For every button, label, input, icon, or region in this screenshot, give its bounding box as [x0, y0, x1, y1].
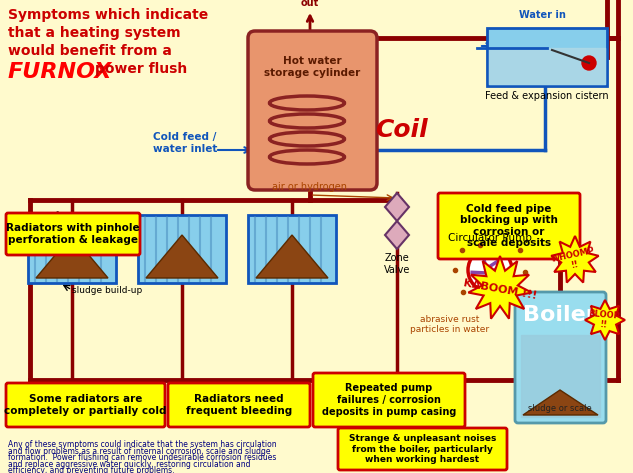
Polygon shape — [585, 300, 625, 340]
Text: Cold feed /
water inlet: Cold feed / water inlet — [153, 132, 217, 154]
Text: KABOOM !!!: KABOOM !!! — [463, 279, 537, 301]
Text: formation.  Power flushing can remove undesirable corrosion residues: formation. Power flushing can remove und… — [8, 453, 277, 462]
Text: WHOOMP
!!: WHOOMP !! — [550, 246, 598, 274]
FancyBboxPatch shape — [6, 213, 140, 255]
Polygon shape — [385, 193, 409, 221]
Bar — [138, 215, 226, 283]
Text: Boiler: Boiler — [523, 305, 597, 325]
Text: Water in: Water in — [518, 10, 565, 20]
Circle shape — [582, 56, 596, 70]
Text: abrasive rust
particles in water: abrasive rust particles in water — [410, 315, 489, 334]
Polygon shape — [256, 235, 328, 278]
FancyBboxPatch shape — [313, 373, 465, 427]
Polygon shape — [468, 256, 532, 319]
Text: sludge build-up: sludge build-up — [72, 286, 142, 295]
Text: Zone
Valve: Zone Valve — [384, 253, 410, 275]
Text: air or hydrogen: air or hydrogen — [272, 182, 348, 192]
Text: FURNOX: FURNOX — [8, 62, 113, 82]
Text: Hot water
storage cylinder: Hot water storage cylinder — [264, 56, 360, 78]
FancyBboxPatch shape — [248, 31, 377, 190]
Text: Strange & unpleasant noises
from the boiler, particularly
when working hardest: Strange & unpleasant noises from the boi… — [349, 434, 496, 464]
Text: Cold feed pipe
blocking up with
corrosion or
scale deposits: Cold feed pipe blocking up with corrosio… — [460, 203, 558, 248]
FancyBboxPatch shape — [438, 193, 580, 259]
Text: Repeated pump
failures / corrosion
deposits in pump casing: Repeated pump failures / corrosion depos… — [322, 384, 456, 417]
Text: Feed & expansion cistern: Feed & expansion cistern — [485, 91, 609, 101]
Text: would benefit from a: would benefit from a — [8, 44, 172, 58]
Text: Radiators with pinhole
perforation & leakage: Radiators with pinhole perforation & lea… — [6, 223, 140, 245]
Text: that a heating system: that a heating system — [8, 26, 180, 40]
Text: sludge or scale: sludge or scale — [528, 403, 592, 412]
Text: Coil: Coil — [375, 118, 428, 142]
Polygon shape — [385, 221, 409, 249]
Circle shape — [468, 248, 512, 292]
Text: BLOOP
!!: BLOOP !! — [587, 309, 620, 331]
FancyBboxPatch shape — [515, 292, 606, 423]
Bar — [487, 28, 607, 86]
Polygon shape — [146, 235, 218, 278]
Text: Hot water
out: Hot water out — [283, 0, 337, 8]
Text: efficiency, and preventing future problems.: efficiency, and preventing future proble… — [8, 466, 175, 473]
Text: Radiators need
frequent bleeding: Radiators need frequent bleeding — [186, 394, 292, 416]
FancyBboxPatch shape — [168, 383, 310, 427]
Polygon shape — [523, 390, 598, 415]
Bar — [248, 215, 336, 283]
Text: Any of these symptoms could indicate that the system has circulation: Any of these symptoms could indicate tha… — [8, 440, 277, 449]
Text: power flush: power flush — [95, 62, 187, 76]
FancyBboxPatch shape — [6, 383, 165, 427]
Text: and flow problems as a result of internal corrosion, scale and sludge: and flow problems as a result of interna… — [8, 447, 270, 455]
Text: Symptoms which indicate: Symptoms which indicate — [8, 8, 208, 22]
Polygon shape — [551, 236, 599, 282]
FancyBboxPatch shape — [338, 428, 507, 470]
Polygon shape — [36, 235, 108, 278]
Text: Some radiators are
completely or partially cold: Some radiators are completely or partial… — [4, 394, 166, 416]
Text: and replace aggressive water quickly, restoring circulation and: and replace aggressive water quickly, re… — [8, 459, 251, 468]
Text: Circulator Pump: Circulator Pump — [448, 233, 532, 243]
Bar — [28, 215, 116, 283]
